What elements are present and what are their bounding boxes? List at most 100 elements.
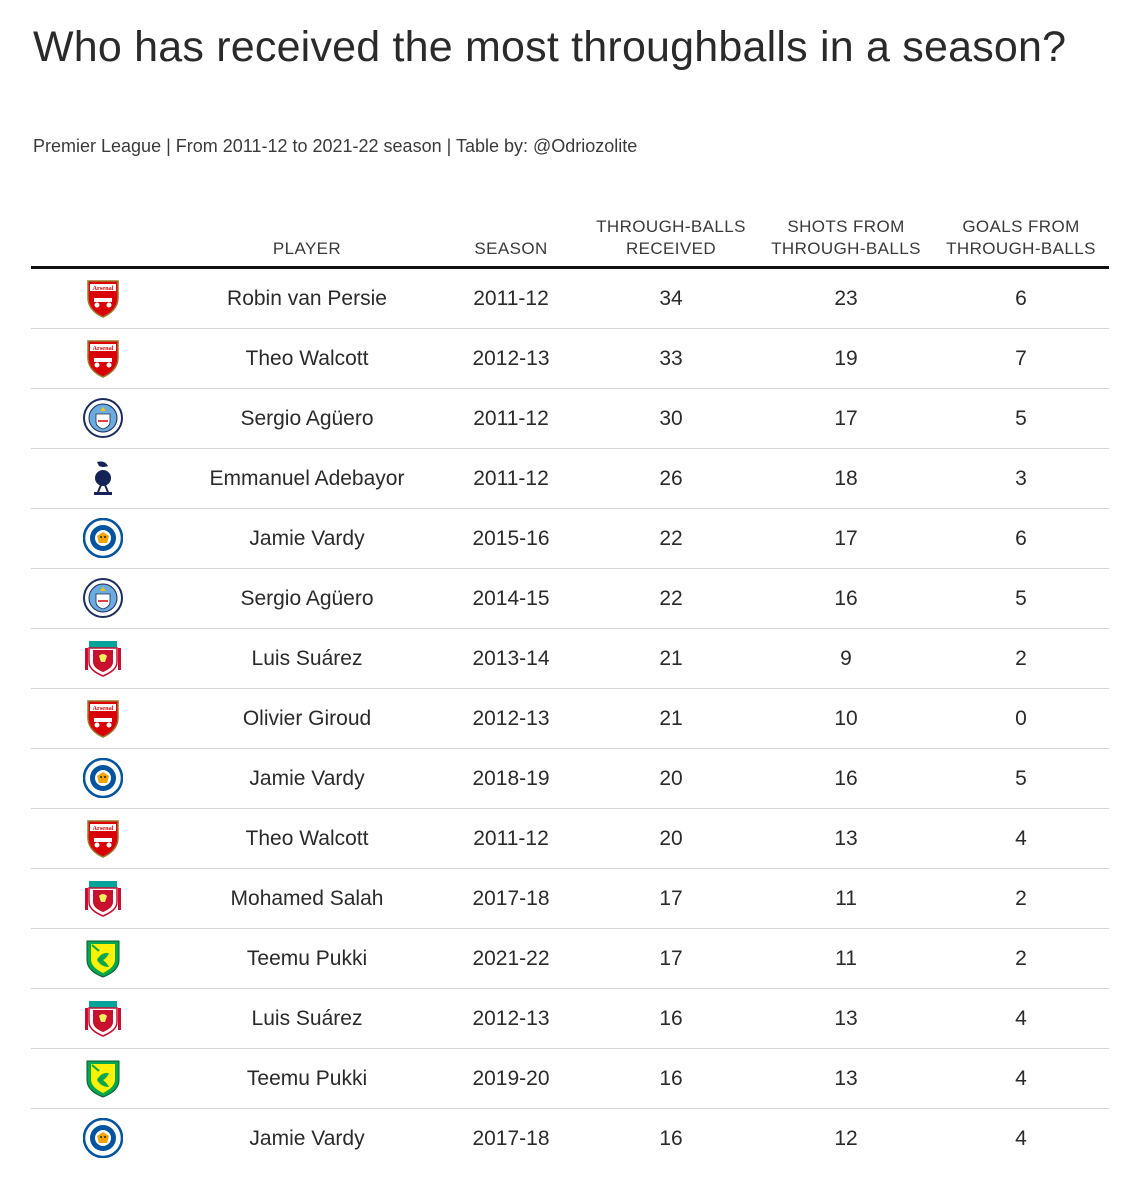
goals-cell: 5 (1015, 587, 1027, 610)
season-cell: 2018-19 (472, 767, 550, 790)
player-cell: Luis Suárez (251, 647, 363, 670)
player-cell: Teemu Pukki (246, 1067, 368, 1090)
arsenal-crest-icon: Arsenal (83, 338, 123, 378)
shots-cell: 16 (834, 587, 858, 610)
table-row: Luis Suárez 2012-13 16 13 4 (31, 989, 1109, 1049)
season-cell: 2012-13 (472, 707, 550, 730)
page-subtitle: Premier League | From 2011-12 to 2021-22… (33, 136, 638, 156)
season-cell: 2011-12 (473, 407, 549, 430)
table-row: Teemu Pukki 2019-20 16 13 4 (31, 1049, 1109, 1109)
player-cell: Luis Suárez (251, 1007, 363, 1030)
goals-cell: 5 (1015, 407, 1027, 430)
player-cell: Theo Walcott (245, 827, 369, 850)
player-cell: Jamie Vardy (249, 1127, 365, 1150)
leicester-crest-icon (83, 518, 123, 558)
goals-cell: 0 (1015, 707, 1027, 730)
goals-cell: 7 (1015, 347, 1027, 370)
shots-cell: 17 (834, 527, 858, 550)
mancity-crest-icon (83, 398, 123, 438)
player-cell: Robin van Persie (227, 287, 387, 310)
svg-text:Arsenal: Arsenal (93, 345, 114, 352)
shots-cell: 23 (834, 287, 858, 310)
goals-cell: 2 (1015, 887, 1027, 910)
through-balls-cell: 17 (659, 947, 683, 970)
page-title: Who has received the most throughballs i… (33, 23, 1067, 71)
shots-cell: 18 (834, 467, 858, 490)
svg-text:Arsenal: Arsenal (93, 825, 114, 832)
goals-cell: 6 (1015, 527, 1027, 550)
table-row: Teemu Pukki 2021-22 17 11 2 (31, 929, 1109, 989)
through-balls-cell: 26 (659, 467, 683, 490)
through-balls-cell: 20 (659, 827, 683, 850)
goals-cell: 5 (1015, 767, 1027, 790)
player-cell: Jamie Vardy (249, 767, 365, 790)
season-cell: 2011-12 (473, 287, 549, 310)
mancity-crest-icon (83, 578, 123, 618)
table-row: Luis Suárez 2013-14 21 9 2 (31, 629, 1109, 689)
table-header: PLAYER SEASON THROUGH-BALLS RECEIVED SHOT… (31, 208, 1109, 269)
player-cell: Sergio Agüero (240, 407, 374, 430)
through-balls-cell: 16 (659, 1007, 683, 1030)
season-cell: 2015-16 (472, 527, 550, 550)
table-row: Mohamed Salah 2017-18 17 11 2 (31, 869, 1109, 929)
goals-cell: 4 (1015, 827, 1027, 850)
through-balls-cell: 16 (659, 1067, 683, 1090)
arsenal-crest-icon: Arsenal (83, 698, 123, 738)
header-season: SEASON (474, 239, 548, 258)
table-row: Jamie Vardy 2015-16 22 17 6 (31, 509, 1109, 569)
shots-cell: 17 (834, 407, 858, 430)
shots-cell: 13 (834, 1067, 858, 1090)
season-cell: 2011-12 (473, 827, 549, 850)
table-row: Sergio Agüero 2014-15 22 16 5 (31, 569, 1109, 629)
season-cell: 2012-13 (472, 347, 550, 370)
through-balls-cell: 33 (659, 347, 683, 370)
table-row: Jamie Vardy 2017-18 16 12 4 (31, 1109, 1109, 1168)
player-cell: Mohamed Salah (230, 887, 384, 910)
shots-cell: 12 (834, 1127, 858, 1150)
through-balls-cell: 21 (659, 707, 683, 730)
through-balls-cell: 20 (659, 767, 683, 790)
table-row: Emmanuel Adebayor 2011-12 26 18 3 (31, 449, 1109, 509)
through-balls-cell: 17 (659, 887, 683, 910)
season-cell: 2019-20 (472, 1067, 550, 1090)
through-balls-cell: 21 (659, 647, 683, 670)
table-row: Arsenal Olivier Giroud 2012-13 21 10 0 (31, 689, 1109, 749)
shots-cell: 13 (834, 827, 858, 850)
leicester-crest-icon (83, 758, 123, 798)
season-cell: 2021-22 (472, 947, 550, 970)
table-row: Arsenal Theo Walcott 2011-12 20 13 4 (31, 809, 1109, 869)
through-balls-cell: 34 (659, 287, 683, 310)
liverpool-crest-icon (83, 998, 123, 1038)
goals-cell: 2 (1015, 647, 1027, 670)
shots-cell: 9 (840, 647, 852, 670)
player-cell: Olivier Giroud (242, 707, 372, 730)
arsenal-crest-icon: Arsenal (83, 278, 123, 318)
arsenal-crest-icon: Arsenal (83, 818, 123, 858)
through-balls-cell: 22 (659, 527, 683, 550)
goals-cell: 4 (1015, 1007, 1027, 1030)
player-cell: Jamie Vardy (249, 527, 365, 550)
player-cell: Theo Walcott (245, 347, 369, 370)
tottenham-crest-icon (83, 458, 123, 498)
season-cell: 2013-14 (472, 647, 550, 670)
header-player: PLAYER (272, 239, 342, 258)
header-shots: SHOTS FROM THROUGH-BALLS (771, 217, 921, 258)
through-balls-cell: 22 (659, 587, 683, 610)
table-row: Jamie Vardy 2018-19 20 16 5 (31, 749, 1109, 809)
season-cell: 2011-12 (473, 467, 549, 490)
table-row: Arsenal Theo Walcott 2012-13 33 19 7 (31, 329, 1109, 389)
shots-cell: 16 (834, 767, 858, 790)
season-cell: 2017-18 (472, 1127, 550, 1150)
through-balls-cell: 16 (659, 1127, 683, 1150)
header-through-balls: THROUGH-BALLS RECEIVED (596, 217, 746, 258)
table-row: Arsenal Robin van Persie 2011-12 34 23 6 (31, 269, 1109, 329)
leicester-crest-icon (83, 1118, 123, 1158)
player-cell: Teemu Pukki (246, 947, 368, 970)
goals-cell: 3 (1015, 467, 1027, 490)
shots-cell: 11 (835, 887, 857, 910)
season-cell: 2012-13 (472, 1007, 550, 1030)
through-balls-cell: 30 (659, 407, 683, 430)
table-body: Arsenal Robin van Persie 2011-12 34 23 6 Arsen… (31, 269, 1109, 1168)
norwich-crest-icon (83, 938, 123, 978)
shots-cell: 10 (834, 707, 858, 730)
